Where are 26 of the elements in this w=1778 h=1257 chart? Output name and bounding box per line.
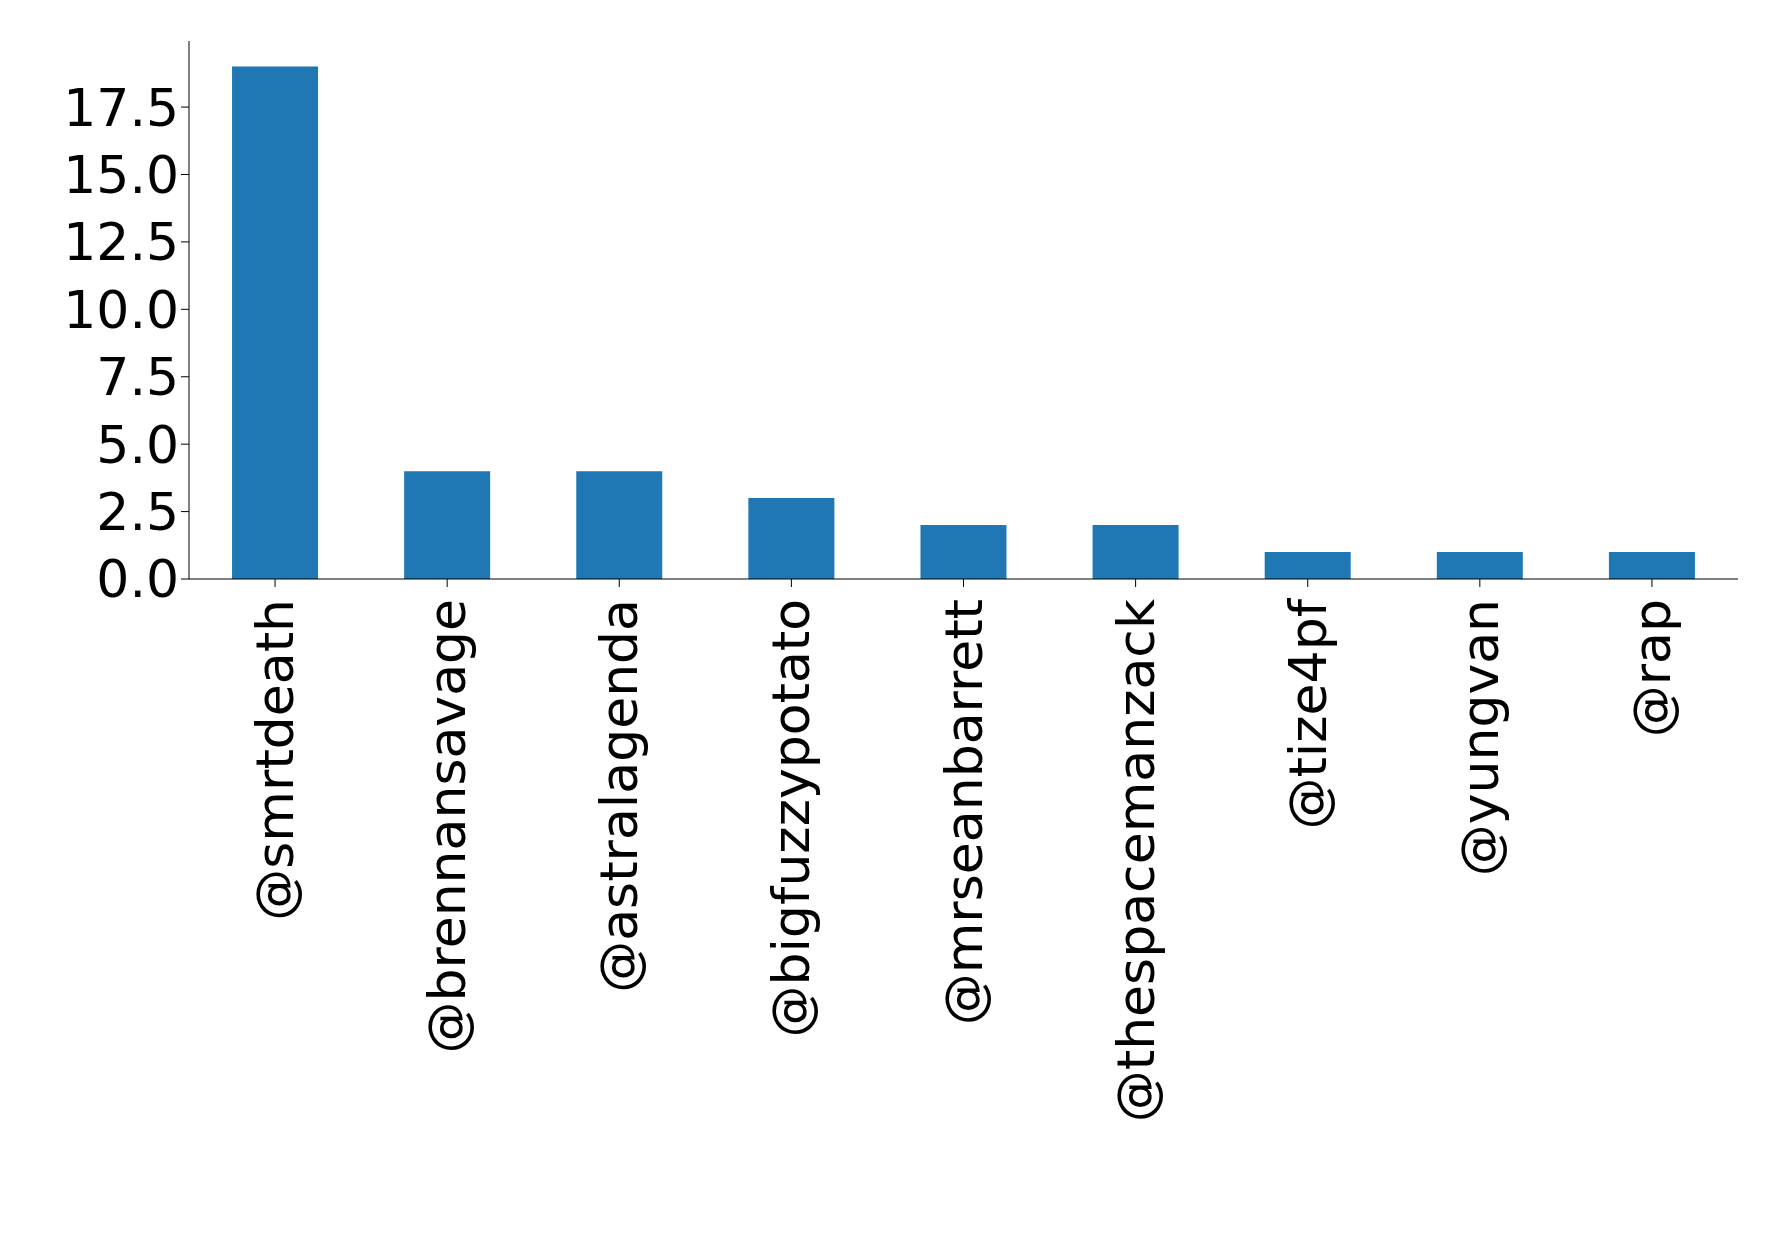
x-tick-label: @astralagenda xyxy=(589,599,650,993)
x-tick-label: @brennansavage xyxy=(417,599,478,1054)
y-tick-label: 10.0 xyxy=(63,279,179,340)
y-tick-label: 17.5 xyxy=(63,77,179,138)
bar xyxy=(404,471,491,579)
y-tick-label: 12.5 xyxy=(63,212,179,273)
y-tick-label: 7.5 xyxy=(96,347,179,408)
x-tick-label: @tize4pf xyxy=(1277,597,1338,830)
x-tick-label: @yungvan xyxy=(1449,599,1510,877)
bar xyxy=(232,66,319,579)
y-tick-label: 0.0 xyxy=(96,549,179,610)
y-tick-label: 15.0 xyxy=(63,144,179,205)
bar xyxy=(1092,525,1179,579)
x-tick-label: @mrseanbarrett xyxy=(933,599,994,1026)
bar xyxy=(1608,552,1695,579)
x-tick-label: @rap xyxy=(1621,599,1682,738)
x-tick-label: @thespacemanzack xyxy=(1105,599,1166,1123)
bar xyxy=(576,471,663,579)
bar xyxy=(1436,552,1523,579)
bar xyxy=(748,498,835,579)
bar xyxy=(1264,552,1351,579)
bar xyxy=(920,525,1007,579)
x-tick-label: @smrtdeath xyxy=(245,599,306,921)
y-tick-label: 5.0 xyxy=(96,414,179,475)
y-tick-label: 2.5 xyxy=(96,482,179,543)
x-tick-label: @bigfuzzypotato xyxy=(761,599,822,1038)
